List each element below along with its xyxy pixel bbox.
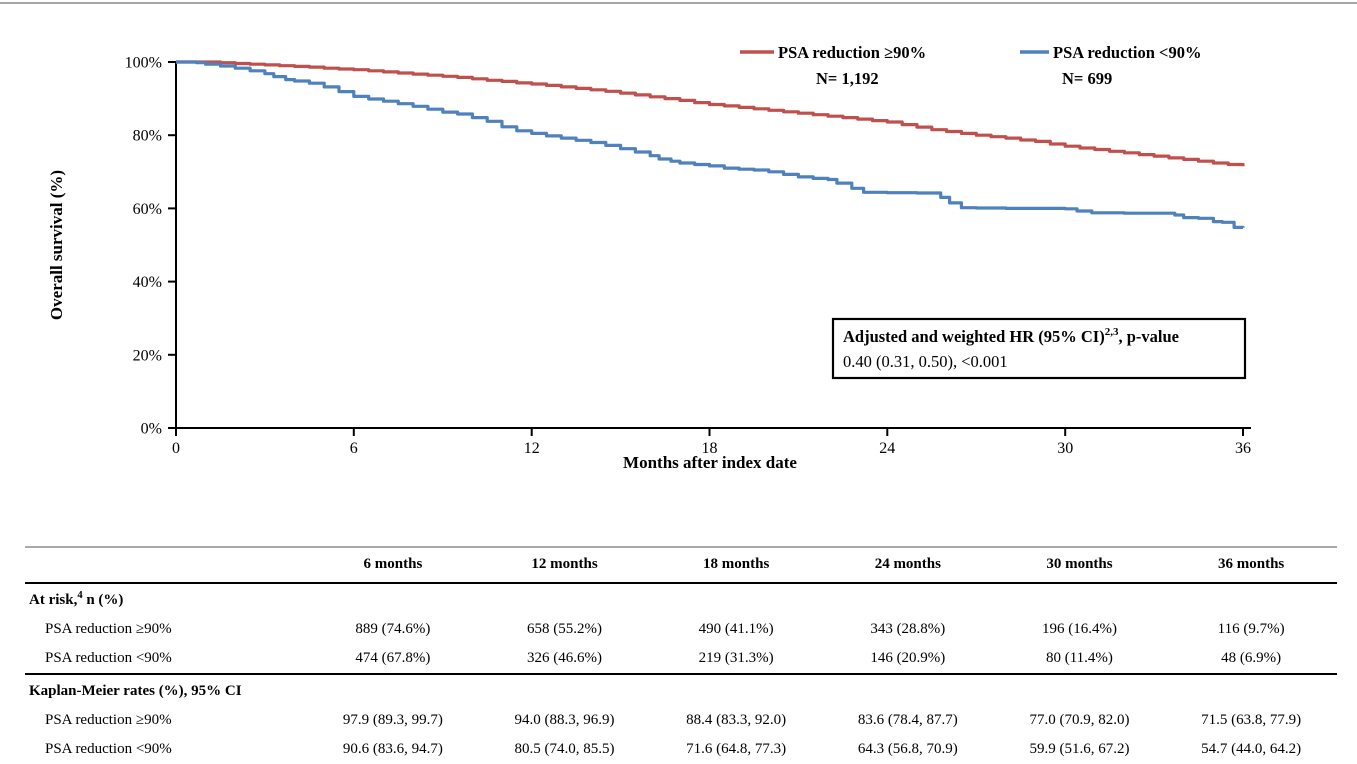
cell: 54.7 (44.0, 64.2): [1201, 741, 1302, 757]
footnote-sup: 4: [77, 590, 83, 601]
km-curve-0: [176, 60, 1245, 167]
table-row-atrisk-ge90: PSA reduction ≥90% 889 (74.6%) 658 (55.2…: [25, 615, 1337, 644]
top-border-rule: [0, 2, 1357, 4]
cell: 59.9 (51.6, 67.2): [1029, 741, 1130, 757]
table-corner-cell: [25, 547, 308, 584]
cell: 326 (46.6%): [527, 650, 603, 666]
cell: 48 (6.9%): [1221, 650, 1282, 666]
cell: 658 (55.2%): [527, 621, 603, 637]
cell: 88.4 (83.3, 92.0): [686, 712, 787, 728]
section-header-km-rates: Kaplan-Meier rates (%), 95% CI: [25, 673, 1337, 706]
y-axis: 100% 80% 60% 40% 20% 0% Overall survival…: [47, 55, 177, 438]
col-header-12mo: 12 months: [478, 547, 651, 584]
km-chart-svg: 100% 80% 60% 40% 20% 0% Overall survival…: [47, 43, 1251, 472]
cell: 889 (74.6%): [355, 621, 431, 637]
section-header-at-risk: At risk,4 n (%): [25, 583, 1337, 615]
hr-annotation-line1: Adjusted and weighted HR (95% CI)2,3, p-…: [843, 326, 1179, 346]
y-tick-20: 20%: [133, 347, 162, 364]
x-tick-6: 6: [350, 440, 358, 457]
col-header-24mo: 24 months: [822, 547, 994, 584]
y-tick-60: 60%: [133, 201, 162, 218]
table-header-row: 6 months 12 months 18 months 24 months 3…: [25, 547, 1337, 584]
x-tick-12: 12: [524, 440, 540, 457]
section-header-label: At risk,4 n (%): [29, 590, 124, 608]
cell: 219 (31.3%): [698, 650, 774, 666]
table-row-km-ge90: PSA reduction ≥90% 97.9 (89.3, 99.7) 94.…: [25, 706, 1337, 735]
row-label: PSA reduction ≥90%: [45, 621, 172, 637]
col-header-18mo: 18 months: [650, 547, 822, 584]
cell: 490 (41.1%): [698, 621, 774, 637]
cell: 80.5 (74.0, 85.5): [514, 741, 615, 757]
y-tick-40: 40%: [133, 274, 162, 291]
cell: 80 (11.4%): [1045, 650, 1113, 666]
cell: 64.3 (56.8, 70.9): [857, 741, 958, 757]
col-header-30mo: 30 months: [993, 547, 1166, 584]
y-axis-title: Overall survival (%): [47, 170, 66, 320]
km-summary-table-area: 6 months 12 months 18 months 24 months 3…: [25, 546, 1337, 764]
x-tick-18: 18: [702, 440, 718, 457]
cell: 77.0 (70.9, 82.0): [1029, 712, 1130, 728]
cell: 196 (16.4%): [1041, 621, 1117, 637]
km-curve-1: [176, 60, 1245, 229]
legend-label-1: PSA reduction <90%: [1053, 43, 1201, 62]
cell: 116 (9.7%): [1217, 621, 1285, 637]
row-label: PSA reduction <90%: [45, 650, 172, 666]
y-tick-0: 0%: [141, 421, 162, 438]
cell: 71.6 (64.8, 77.3): [686, 741, 787, 757]
table-row-atrisk-lt90: PSA reduction <90% 474 (67.8%) 326 (46.6…: [25, 644, 1337, 674]
row-label: PSA reduction ≥90%: [45, 712, 172, 728]
cell: 71.5 (63.8, 77.9): [1201, 712, 1302, 728]
km-chart-area: 100% 80% 60% 40% 20% 0% Overall survival…: [47, 43, 1251, 472]
hr-annotation-box: Adjusted and weighted HR (95% CI)2,3, p-…: [831, 317, 1247, 380]
x-tick-36: 36: [1235, 440, 1251, 457]
legend: PSA reduction ≥90% N= 1,192 PSA reductio…: [740, 43, 1201, 88]
cell: 343 (28.8%): [870, 621, 946, 637]
cell: 94.0 (88.3, 96.9): [514, 712, 615, 728]
x-axis-title: Months after index date: [623, 453, 797, 472]
legend-n-1: N= 699: [1062, 69, 1112, 88]
section-header-label: Kaplan-Meier rates (%), 95% CI: [25, 673, 1337, 706]
row-label: PSA reduction <90%: [45, 741, 172, 757]
table-row-km-lt90: PSA reduction <90% 90.6 (83.6, 94.7) 80.…: [25, 735, 1337, 764]
legend-n-0: N= 1,192: [816, 69, 879, 88]
x-tick-0: 0: [172, 440, 180, 457]
cell: 474 (67.8%): [355, 650, 431, 666]
x-axis: 0 6 12 18 24 30 36 Months after index da…: [168, 427, 1251, 472]
x-tick-30: 30: [1057, 440, 1073, 457]
y-tick-100: 100%: [125, 55, 162, 72]
cell: 83.6 (78.4, 87.7): [857, 712, 958, 728]
hr-annotation-line2: 0.40 (0.31, 0.50), <0.001: [843, 352, 1008, 371]
x-tick-24: 24: [879, 440, 895, 457]
cell: 90.6 (83.6, 94.7): [342, 741, 443, 757]
col-header-36mo: 36 months: [1165, 547, 1337, 584]
cell: 97.9 (89.3, 99.7): [342, 712, 443, 728]
legend-label-0: PSA reduction ≥90%: [778, 43, 926, 62]
col-header-6mo: 6 months: [307, 547, 479, 584]
cell: 146 (20.9%): [870, 650, 946, 666]
y-tick-80: 80%: [133, 128, 162, 145]
km-summary-table: 6 months 12 months 18 months 24 months 3…: [25, 546, 1337, 764]
